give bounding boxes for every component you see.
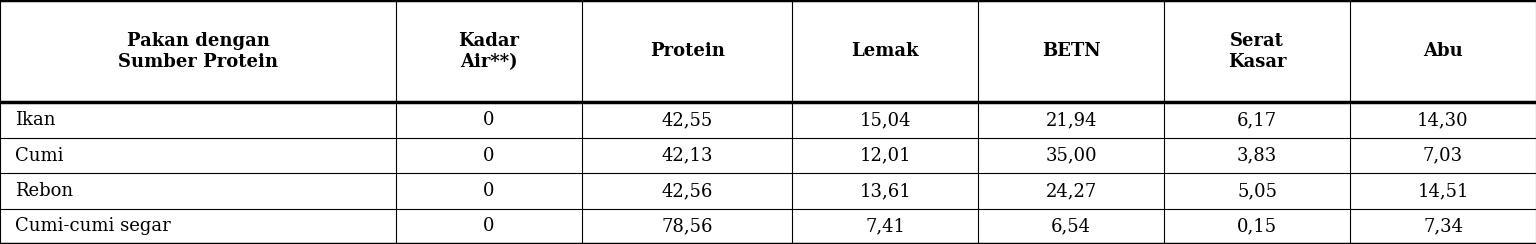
Text: 7,03: 7,03 — [1422, 147, 1464, 164]
Text: 6,54: 6,54 — [1051, 217, 1091, 235]
Text: 35,00: 35,00 — [1046, 147, 1097, 164]
Text: 7,41: 7,41 — [865, 217, 905, 235]
Text: Cumi-cumi segar: Cumi-cumi segar — [15, 217, 170, 235]
Text: 3,83: 3,83 — [1236, 147, 1278, 164]
Text: 14,51: 14,51 — [1418, 182, 1468, 200]
Text: BETN: BETN — [1041, 42, 1100, 60]
Text: 7,34: 7,34 — [1422, 217, 1462, 235]
Text: 42,55: 42,55 — [662, 111, 713, 129]
Text: Pakan dengan
Sumber Protein: Pakan dengan Sumber Protein — [118, 32, 278, 71]
Text: 21,94: 21,94 — [1046, 111, 1097, 129]
Text: 0: 0 — [484, 147, 495, 164]
Text: 78,56: 78,56 — [662, 217, 713, 235]
Text: 42,56: 42,56 — [662, 182, 713, 200]
Text: Abu: Abu — [1424, 42, 1462, 60]
Text: 14,30: 14,30 — [1418, 111, 1468, 129]
Text: 0,15: 0,15 — [1236, 217, 1276, 235]
Text: 15,04: 15,04 — [860, 111, 911, 129]
Text: Kadar
Air**): Kadar Air**) — [459, 32, 519, 71]
Text: 0: 0 — [484, 182, 495, 200]
Text: 0: 0 — [484, 217, 495, 235]
Text: Serat
Kasar: Serat Kasar — [1227, 32, 1286, 71]
Text: 24,27: 24,27 — [1046, 182, 1097, 200]
Text: Rebon: Rebon — [15, 182, 74, 200]
Text: Ikan: Ikan — [15, 111, 55, 129]
Text: Protein: Protein — [650, 42, 725, 60]
Text: Cumi: Cumi — [15, 147, 65, 164]
Text: 0: 0 — [484, 111, 495, 129]
Text: 6,17: 6,17 — [1236, 111, 1276, 129]
Text: 12,01: 12,01 — [860, 147, 911, 164]
Text: 13,61: 13,61 — [859, 182, 911, 200]
Text: 5,05: 5,05 — [1236, 182, 1276, 200]
Text: 42,13: 42,13 — [662, 147, 713, 164]
Text: Lemak: Lemak — [851, 42, 919, 60]
